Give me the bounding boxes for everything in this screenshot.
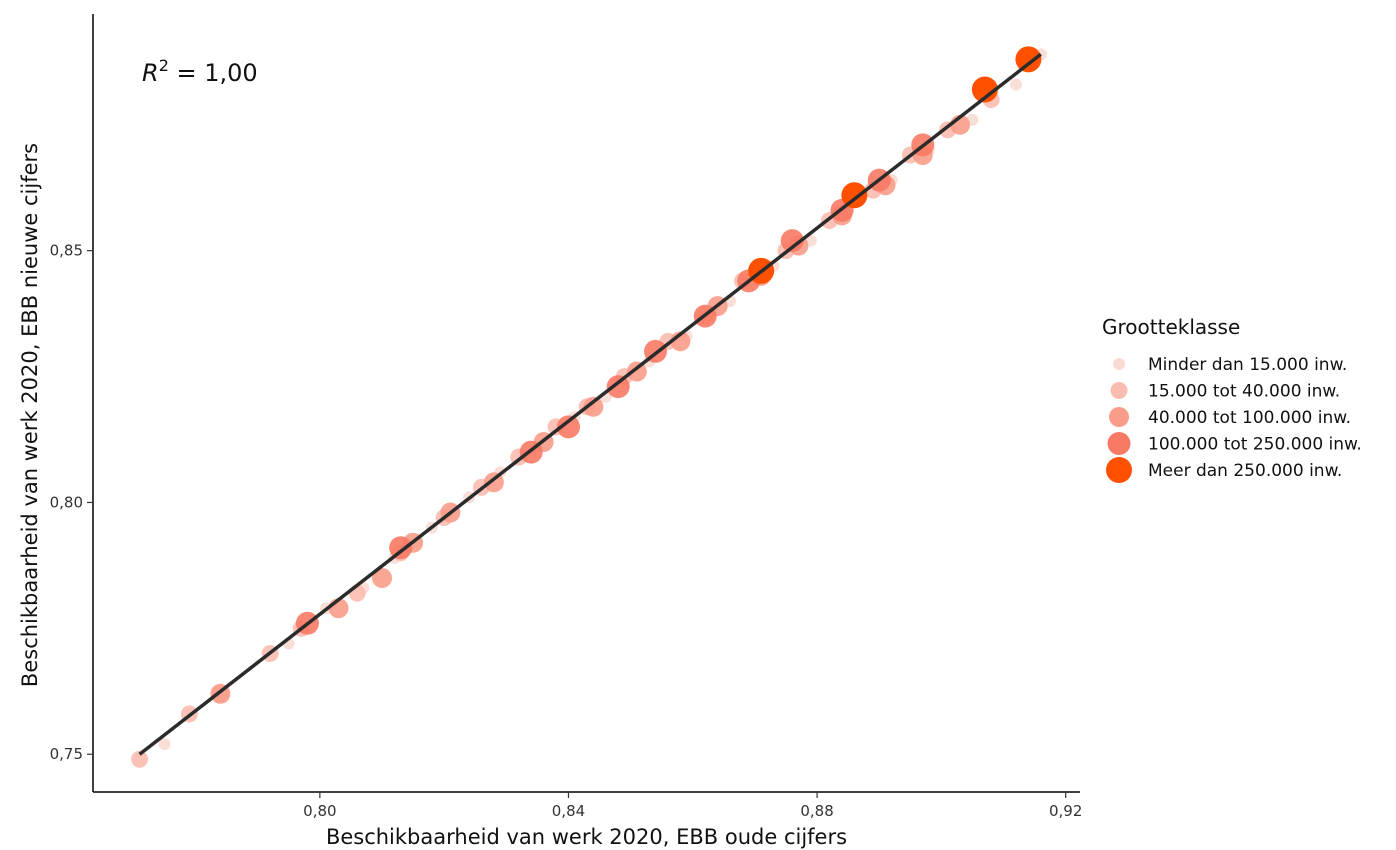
data-point-class-3 — [556, 415, 580, 439]
data-point-class-4 — [841, 182, 868, 209]
legend-label-2: 40.000 tot 100.000 inw. — [1148, 408, 1351, 428]
data-point-class-0 — [158, 738, 171, 751]
legend-key-0 — [1113, 358, 1125, 370]
y-axis-title: Beschikbaarheid van werk 2020, EBB nieuw… — [18, 143, 42, 687]
data-point-class-0 — [1009, 78, 1022, 91]
r-squared-symbol: R — [142, 59, 159, 87]
data-point-class-3 — [389, 536, 413, 560]
legend-label-0: Minder dan 15.000 inw. — [1148, 355, 1347, 375]
legend-label-4: Meer dan 250.000 inw. — [1148, 461, 1342, 481]
legend: Grootteklasse Minder dan 15.000 inw. 15.0… — [1102, 315, 1362, 483]
data-point-class-3 — [606, 375, 630, 399]
x-tick-label: 0,84 — [552, 802, 585, 820]
legend-items: Minder dan 15.000 inw. 15.000 tot 40.000 … — [1106, 355, 1362, 483]
y-tick-label: 0,80 — [50, 493, 83, 511]
data-point-class-4 — [971, 76, 998, 103]
legend-label-1: 15.000 tot 40.000 inw. — [1148, 382, 1340, 402]
data-point-class-3 — [780, 229, 804, 253]
y-tick-label: 0,75 — [50, 745, 83, 763]
r-squared-superscript: 2 — [159, 56, 169, 75]
y-axis-ticks: 0,75 0,80 0,85 — [50, 242, 93, 763]
legend-label-3: 100.000 tot 250.000 inw. — [1148, 435, 1362, 455]
y-tick-label: 0,85 — [50, 242, 83, 260]
x-axis-title: Beschikbaarheid van werk 2020, EBB oude … — [326, 825, 847, 849]
r-squared-annotation: R2 = 1,00 — [142, 56, 258, 87]
legend-key-2 — [1109, 407, 1129, 427]
x-axis-ticks: 0,80 0,84 0,88 0,92 — [303, 792, 1082, 820]
data-point-class-2 — [626, 361, 647, 382]
x-tick-label: 0,88 — [800, 802, 833, 820]
legend-key-1 — [1110, 382, 1128, 399]
fit-line — [138, 52, 1042, 756]
x-tick-label: 0,80 — [303, 802, 336, 820]
legend-key-3 — [1107, 432, 1131, 455]
data-point-class-2 — [372, 567, 393, 588]
r-squared-value: = 1,00 — [169, 59, 258, 87]
legend-title: Grootteklasse — [1102, 315, 1240, 339]
x-tick-label: 0,92 — [1049, 802, 1082, 820]
data-point-class-4 — [1015, 46, 1042, 73]
legend-key-4 — [1106, 457, 1132, 483]
data-point-class-2 — [583, 396, 604, 417]
data-point-class-1 — [131, 750, 149, 768]
